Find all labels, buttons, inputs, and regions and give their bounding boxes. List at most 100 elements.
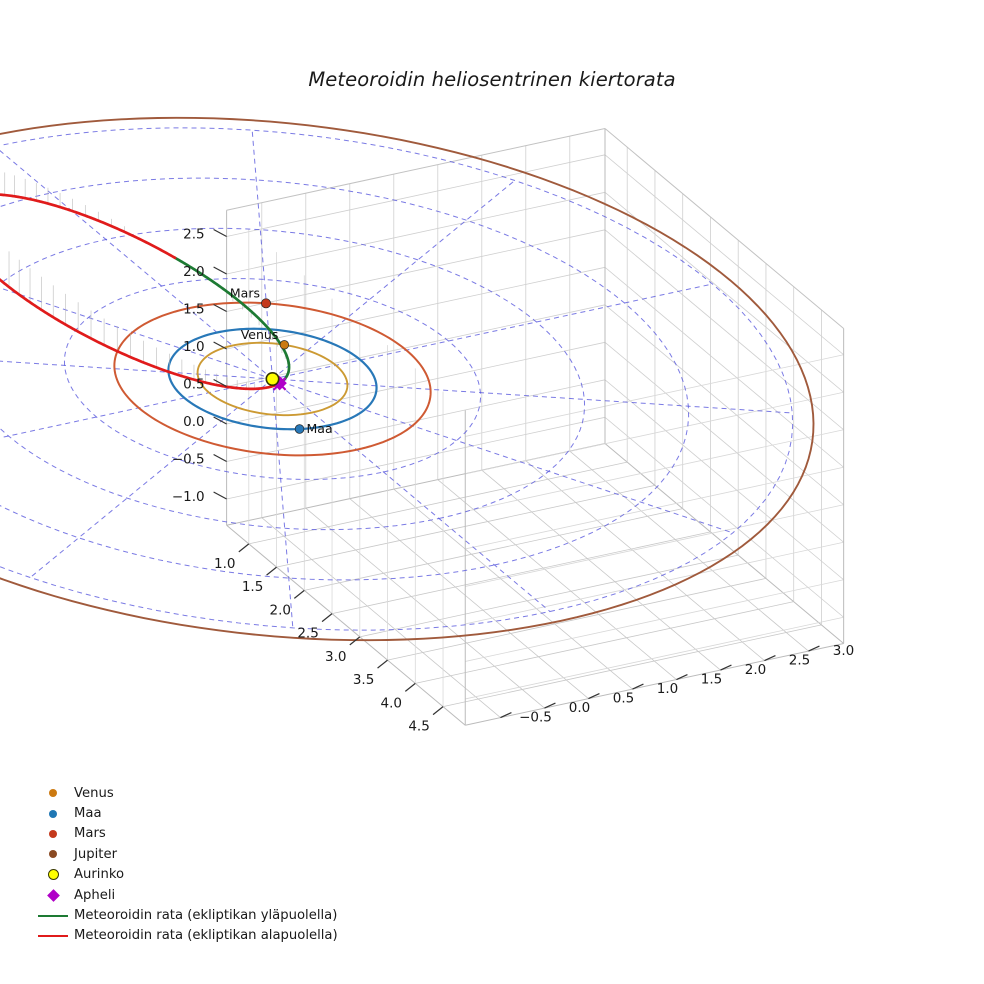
polar-grid-line: [29, 378, 273, 578]
polar-grid-line: [0, 378, 273, 439]
grid-line: [226, 128, 606, 211]
grid-line: [604, 229, 844, 431]
legend-item-orbit-above[interactable]: Meteoroidin rata (ekliptikan yläpuolella…: [32, 905, 362, 925]
grid-line: [226, 416, 606, 500]
polar-grid-line: [272, 378, 793, 414]
grid-line: [465, 391, 844, 475]
legend-label: Maa: [74, 806, 102, 822]
grid-line: [226, 266, 606, 350]
polar-grid-line: [251, 130, 273, 380]
grid-line: [387, 578, 767, 661]
ytick-label-0: −0.5: [519, 710, 552, 726]
meteoroid-orbit-above-ecliptic: [173, 256, 291, 386]
tick-mark: [676, 674, 688, 681]
grid-line: [465, 541, 844, 625]
legend-marker-dot: [32, 824, 74, 844]
grid-line: [226, 524, 466, 726]
legend-item-aurinko[interactable]: Aurinko: [32, 865, 362, 885]
grid-line: [226, 304, 606, 387]
tick-mark: [213, 378, 227, 388]
legend-swatch: [38, 934, 68, 937]
orbit-mars: [113, 301, 432, 457]
legend-label: Aurinko: [74, 867, 125, 883]
legend-label: Meteoroidin rata (ekliptikan yläpuolella…: [74, 908, 338, 924]
grid-line: [604, 191, 844, 393]
xtick-label-7: 4.5: [408, 719, 429, 735]
marker-maa[interactable]: [294, 424, 305, 434]
polar-grid: [0, 127, 794, 631]
legend-item-orbit-below[interactable]: Meteoroidin rata (ekliptikan alapuolella…: [32, 926, 362, 946]
grid-line: [226, 341, 606, 425]
grid-line: [604, 416, 844, 618]
xtick-label-5: 3.5: [353, 672, 374, 688]
sun-icon: [32, 865, 74, 885]
ytick-label-1: 0.0: [569, 700, 590, 716]
tick-mark: [632, 683, 644, 690]
tick-mark: [404, 682, 416, 692]
tick-mark: [377, 659, 388, 669]
legend-swatch: [47, 869, 59, 881]
polar-grid-line: [0, 177, 690, 581]
grid-line: [481, 469, 721, 671]
tick-mark: [213, 416, 227, 425]
grid-line: [226, 154, 606, 237]
ytick-label-7: 3.0: [833, 643, 854, 659]
grid-line: [604, 443, 844, 644]
ztick-label-4: 1.0: [183, 339, 204, 355]
legend-item-apheli[interactable]: Apheli: [32, 885, 362, 905]
ztick-label-7: 2.5: [183, 227, 204, 243]
ztick-label-2: 0.0: [183, 414, 204, 430]
legend-swatch: [49, 850, 57, 859]
grid-line: [349, 498, 589, 699]
legend-item-jupiter[interactable]: Jupiter: [32, 844, 362, 864]
xtick-label-4: 3.0: [325, 649, 346, 665]
tick-mark: [213, 266, 227, 275]
grid-line: [437, 479, 677, 680]
grid-line: [415, 601, 794, 684]
legend-swatch: [38, 914, 68, 917]
polar-grid-line: [0, 150, 273, 380]
xtick-label-6: 4.0: [381, 695, 402, 711]
legend-item-maa[interactable]: Maa: [32, 803, 362, 823]
grid-line: [393, 488, 633, 690]
legend-label: Venus: [74, 785, 114, 801]
grid-line: [465, 504, 844, 587]
polar-grid-line: [272, 180, 516, 380]
grid-line: [604, 341, 844, 543]
ytick-label-5: 2.0: [745, 662, 766, 678]
grid-line: [465, 429, 844, 512]
legend-swatch: [46, 888, 60, 902]
legend-item-mars[interactable]: Mars: [32, 824, 362, 844]
tick-mark: [544, 702, 556, 709]
marker-aurinko-sun[interactable]: [265, 371, 280, 386]
grid-line: [226, 229, 606, 312]
xtick-label-2: 2.0: [270, 602, 291, 618]
grid-line: [359, 554, 739, 638]
grid-line: [465, 354, 844, 437]
grid-line: [465, 579, 844, 662]
orbit-jupiter: [0, 116, 815, 642]
ztick-label-5: 1.5: [183, 302, 204, 318]
legend-label: Jupiter: [74, 846, 117, 862]
tick-mark: [213, 228, 227, 238]
polar-grid-line: [272, 283, 713, 380]
legend-marker-dot: [32, 804, 74, 824]
marker-mars[interactable]: [261, 298, 271, 309]
tick-mark: [349, 636, 361, 646]
legend-marker-dot: [32, 844, 74, 864]
legend-marker-line: [32, 906, 74, 926]
legend-item-venus[interactable]: Venus: [32, 783, 362, 803]
label-maa: Maa: [307, 421, 333, 436]
ytick-label-2: 0.5: [613, 691, 634, 707]
grid-line: [604, 154, 844, 356]
orbit-maa: [167, 327, 378, 431]
legend-label: Mars: [74, 826, 106, 842]
ztick-label-3: 0.5: [183, 377, 204, 393]
grid-line: [525, 460, 765, 661]
marker-venus[interactable]: [279, 340, 290, 350]
grid-line: [465, 616, 844, 700]
legend-swatch: [49, 789, 57, 798]
xtick-label-1: 1.5: [242, 579, 263, 595]
axis-ticks: 1.0 1.5 2.0 2.5 3.0 3.5 4.0 4.5 −0.5 0.0 0.5 1.0 1.5…: [172, 227, 854, 735]
